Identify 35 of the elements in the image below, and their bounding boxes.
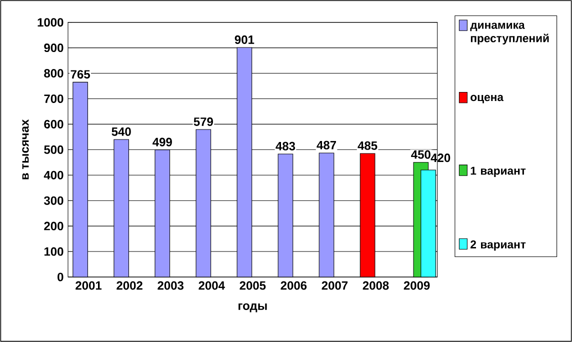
data-label: 485 <box>358 141 378 150</box>
legend-label: динамика преступлений <box>470 22 549 44</box>
x-tick-label: 2009 <box>404 281 430 290</box>
x-tick-label: 2004 <box>198 281 225 290</box>
x-tick-label: 2008 <box>362 281 389 290</box>
x-tick-label: 2007 <box>322 281 348 290</box>
x-tick-label: 2001 <box>76 281 102 290</box>
data-label: 483 <box>276 142 296 150</box>
y-tick-label: 400 <box>44 170 64 180</box>
y-tick-label: 800 <box>44 69 64 78</box>
x-tick-label: 2003 <box>158 281 184 290</box>
y-tick-label: 700 <box>44 94 64 103</box>
data-label: 765 <box>70 70 90 79</box>
x-axis-title: годы <box>238 303 267 312</box>
data-label: 579 <box>194 117 213 126</box>
legend-label: 1 вариант <box>470 166 526 177</box>
y-tick-label: 900 <box>44 44 64 52</box>
y-axis-title: в тысячах <box>22 119 29 180</box>
data-label: 450 <box>411 150 430 159</box>
y-tick-label: 200 <box>44 222 64 230</box>
data-label: 487 <box>316 140 336 150</box>
legend-label: оцена <box>470 94 504 104</box>
data-label: 540 <box>112 127 131 136</box>
legend-label: 2 вариант <box>470 240 526 251</box>
x-tick-label: 2006 <box>280 281 307 290</box>
data-label: 901 <box>234 35 254 44</box>
x-tick-label: 2005 <box>240 281 266 290</box>
y-tick-label: 500 <box>44 145 64 154</box>
y-tick-label: 300 <box>44 196 64 205</box>
y-tick-label: 100 <box>44 247 64 256</box>
data-label: 499 <box>152 138 172 146</box>
y-tick-label: 600 <box>44 120 64 128</box>
y-tick-label: 0 <box>58 272 64 282</box>
x-tick-label: 2002 <box>116 281 142 290</box>
y-tick-label: 1000 <box>38 18 64 27</box>
